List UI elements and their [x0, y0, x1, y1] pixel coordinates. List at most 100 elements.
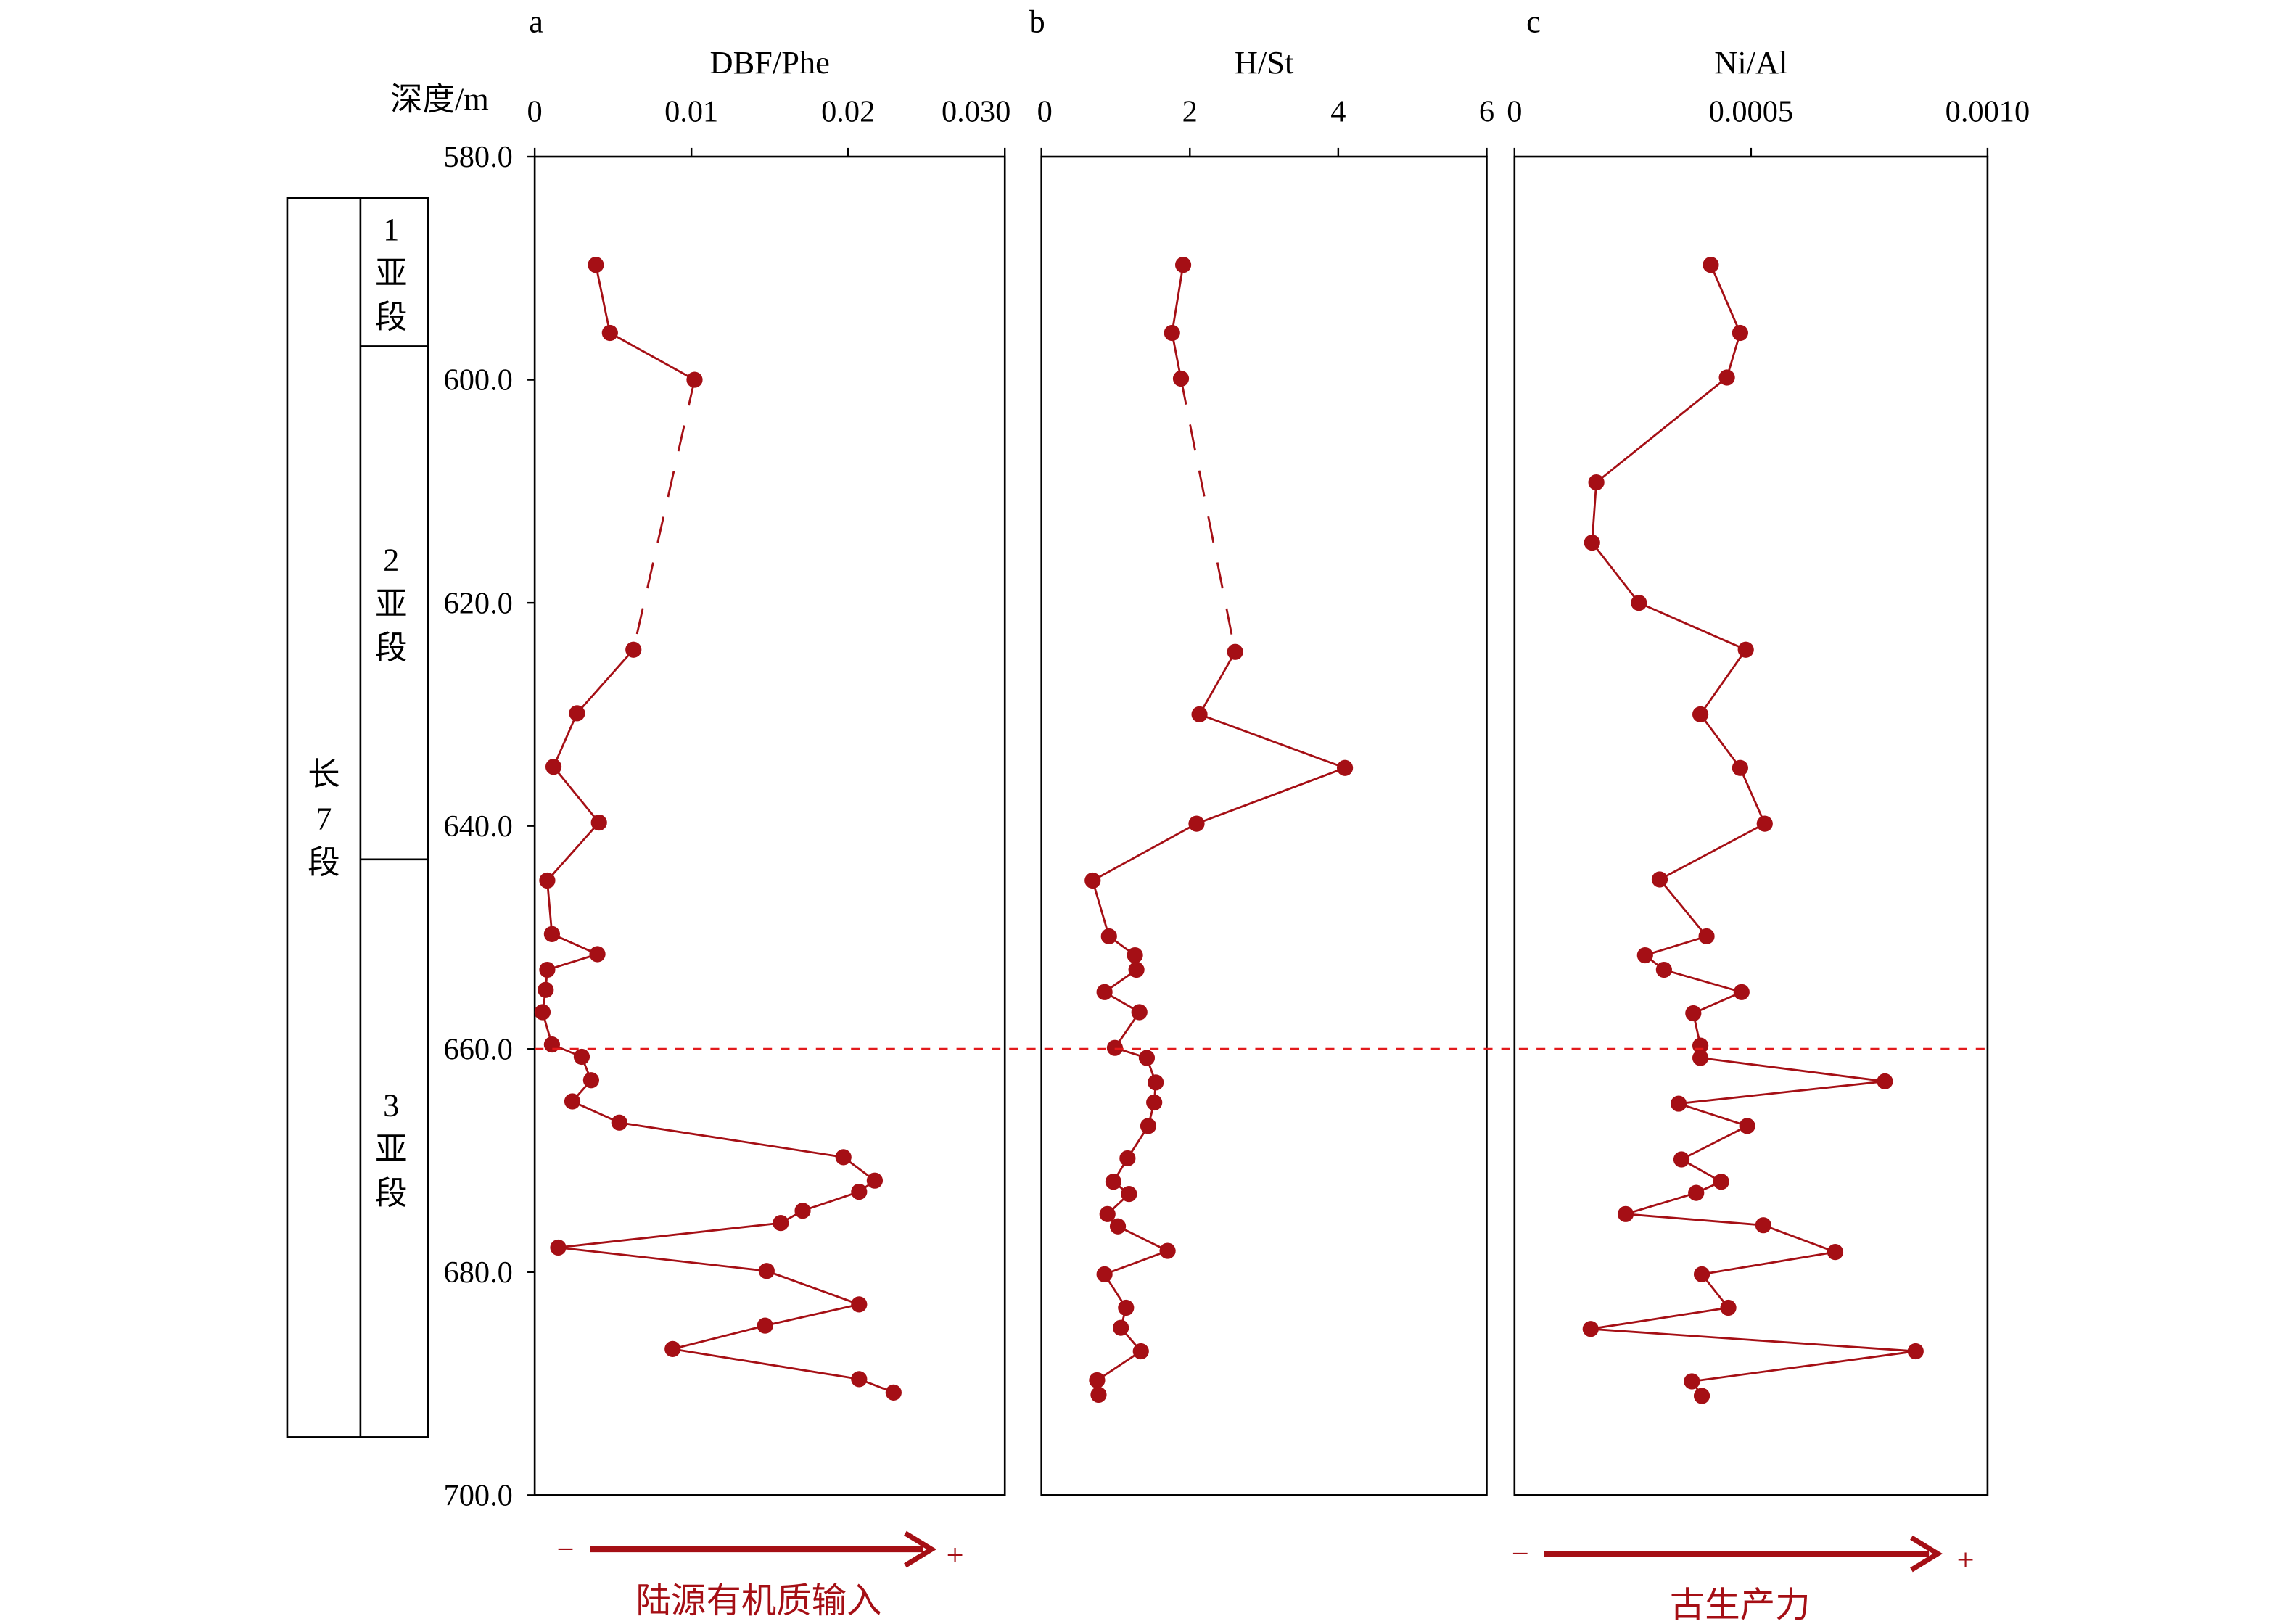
- data-point: [773, 1215, 789, 1232]
- data-point: [588, 257, 604, 273]
- series-segment: [1692, 1350, 1916, 1382]
- data-point: [1733, 984, 1750, 1000]
- series-segment: [1692, 991, 1742, 1015]
- series-segment: [576, 648, 635, 714]
- arrow-head-icon: [1910, 1535, 1943, 1573]
- member-label: 1: [383, 211, 399, 247]
- data-point: [1100, 928, 1117, 945]
- member-label: 亚: [375, 1131, 407, 1167]
- series-segment: [1663, 968, 1742, 994]
- data-point: [1105, 1174, 1122, 1190]
- data-point: [589, 946, 606, 963]
- panel-frame: [1040, 155, 1488, 1496]
- data-point: [543, 926, 561, 942]
- minus-sign: −: [557, 1533, 575, 1567]
- series-segment: [546, 822, 600, 881]
- data-point: [1127, 947, 1143, 964]
- series-segment: [1195, 767, 1346, 825]
- series-segment: [765, 1303, 860, 1327]
- data-point: [758, 1263, 775, 1279]
- depth-tick-label: 620.0: [444, 586, 513, 620]
- series-segment: [1659, 823, 1766, 881]
- panel-letter: a: [529, 3, 543, 39]
- series-segment: [546, 880, 553, 934]
- data-point: [1692, 706, 1709, 723]
- x-tick-label: 0.01: [664, 95, 718, 129]
- series-segment: [1644, 935, 1707, 957]
- series-segment: [1590, 1327, 1916, 1353]
- data-point: [545, 759, 562, 775]
- formation-label: 长: [308, 757, 339, 793]
- series-segment: [1700, 1057, 1885, 1083]
- depth-tick-label: 680.0: [444, 1256, 513, 1290]
- data-point: [625, 641, 642, 658]
- data-point: [1755, 1217, 1771, 1234]
- series-segment: [766, 1269, 860, 1306]
- data-point: [1692, 1050, 1709, 1066]
- x-tick-label: 0: [1507, 95, 1522, 129]
- series-segment: [619, 1121, 844, 1158]
- series-segment: [1117, 1225, 1169, 1252]
- data-point: [1336, 759, 1354, 776]
- formation-label: 段: [308, 844, 339, 881]
- depth-axis-label: 深度/m: [390, 81, 489, 117]
- depth-tick-label: 580.0: [444, 140, 513, 174]
- formation-label: 7: [316, 800, 332, 836]
- data-point: [1732, 759, 1748, 776]
- series-segment: [1638, 601, 1747, 651]
- depth-tick-label: 660.0: [444, 1032, 513, 1066]
- data-point: [835, 1149, 852, 1166]
- x-tick-label: 0: [527, 95, 543, 129]
- x-tick-label: 0.0005: [1709, 95, 1794, 129]
- data-point: [1227, 643, 1243, 660]
- series-segment: [672, 1324, 766, 1351]
- data-point: [1588, 474, 1605, 491]
- series-segment: [1681, 1125, 1748, 1161]
- series-segment: [1699, 714, 1742, 769]
- series-segment: [1171, 264, 1185, 334]
- data-point: [1713, 1174, 1729, 1190]
- data-point: [1113, 1319, 1129, 1336]
- member-label: 3: [383, 1087, 399, 1124]
- data-point: [1737, 641, 1754, 658]
- data-point: [1756, 815, 1773, 832]
- member-label: 段: [375, 630, 407, 666]
- x-tick-label: 0.02: [821, 95, 875, 129]
- data-point: [1732, 324, 1748, 342]
- minus-sign: −: [1512, 1537, 1529, 1571]
- series-segment: [609, 331, 696, 381]
- panel-a: a DBF/Phe 0 0.01 0.02 0.030 − + 陆源有机质输入: [527, 3, 1011, 1620]
- panel-title: DBF/Phe: [710, 44, 830, 81]
- data-point: [538, 981, 554, 998]
- data-point: [543, 1036, 561, 1053]
- panel-letter: b: [1029, 3, 1045, 39]
- panel-letter: c: [1526, 3, 1541, 39]
- data-point: [1128, 961, 1145, 978]
- series-segment: [1739, 767, 1766, 825]
- data-point: [1703, 257, 1719, 273]
- panel-title: H/St: [1235, 44, 1294, 81]
- data-point: [851, 1183, 868, 1200]
- x-tick-label: 0.030: [942, 95, 1010, 129]
- series-segment: [558, 1221, 781, 1249]
- data-point: [539, 872, 556, 889]
- series-segment: [1625, 1213, 1763, 1227]
- data-point: [866, 1172, 884, 1189]
- series-gap-segment: [632, 379, 696, 651]
- plus-sign: +: [1957, 1543, 1975, 1577]
- data-point: [1119, 1150, 1136, 1167]
- series-segment: [1763, 1224, 1836, 1253]
- data-point: [1631, 595, 1647, 611]
- series-segment: [558, 1246, 767, 1272]
- member-label: 2: [383, 542, 399, 578]
- data-point: [1164, 324, 1180, 342]
- series-segment: [1591, 542, 1640, 603]
- data-point: [601, 324, 618, 342]
- data-point: [1877, 1073, 1893, 1089]
- data-point: [1131, 1004, 1148, 1021]
- data-point: [1673, 1151, 1690, 1168]
- data-point: [573, 1048, 590, 1066]
- trend-arrow: − + 古生产力: [1512, 1535, 1975, 1624]
